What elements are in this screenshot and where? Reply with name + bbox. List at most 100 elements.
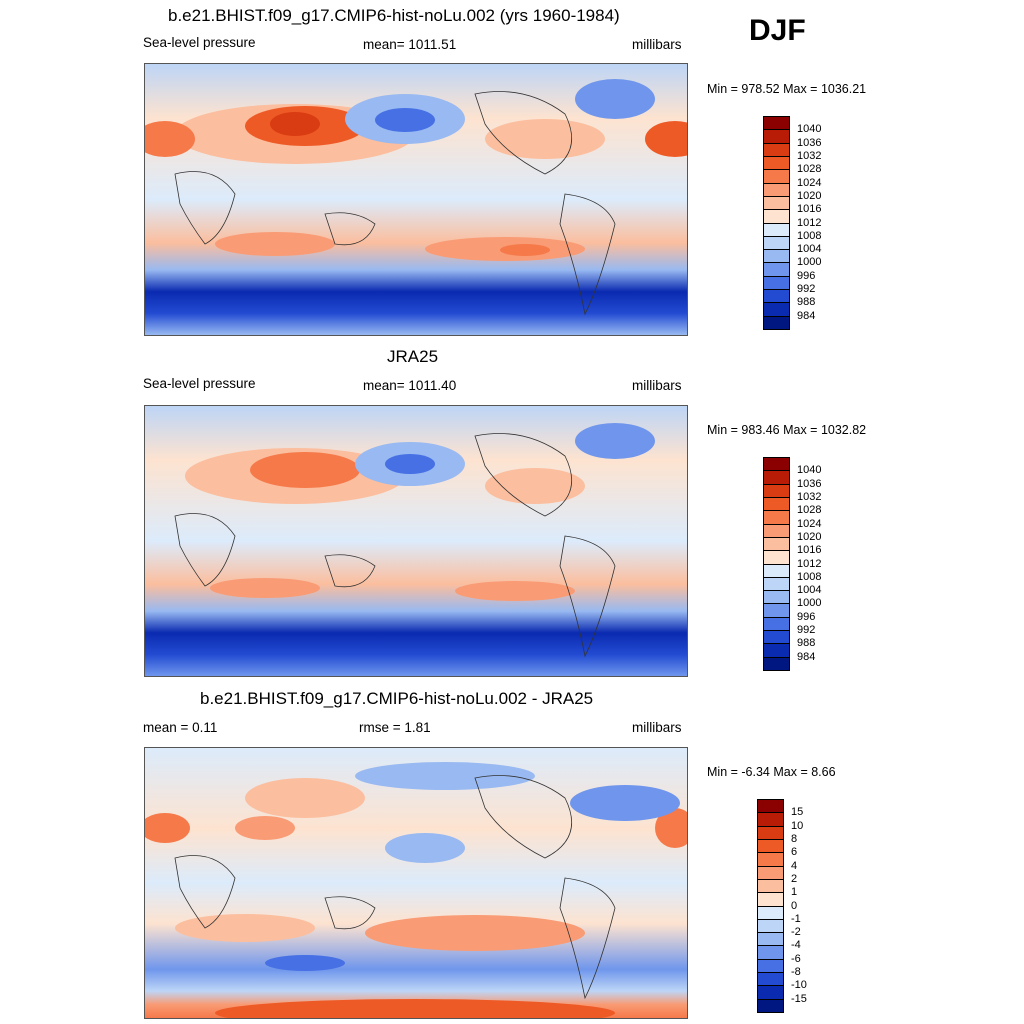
panel-1-variable-label: Sea-level pressure <box>143 35 256 50</box>
colorbar-tick-label: 1012 <box>797 557 822 570</box>
panel-2-map-field <box>145 406 687 676</box>
colorbar-tick-label: -15 <box>791 992 807 1005</box>
colorbar-tick-label: 1000 <box>797 597 822 610</box>
colorbar-box <box>757 985 784 1000</box>
panel-3-rmse-label: rmse = 1.81 <box>359 720 431 735</box>
colorbar-box <box>763 209 790 224</box>
colorbar-tick-label: 2 <box>791 872 798 885</box>
colorbar-tick-label: 1040 <box>797 464 822 477</box>
colorbar-box <box>763 630 790 645</box>
panel-3-minmax: Min = -6.34 Max = 8.66 <box>707 765 836 779</box>
colorbar-tick-label: 1032 <box>797 149 822 162</box>
panel-3-map <box>144 747 688 1019</box>
colorbar-tick-label: -4 <box>791 939 801 952</box>
panel-3-mean-label: mean = 0.11 <box>143 720 218 735</box>
panel-1-map-field <box>145 64 687 335</box>
colorbar-tick-label: 1036 <box>797 477 822 490</box>
panel-3-title: b.e21.BHIST.f09_g17.CMIP6-hist-noLu.002 … <box>200 689 594 708</box>
colorbar-tick-label: 10 <box>791 819 804 832</box>
colorbar-box <box>763 523 790 538</box>
colorbar-box <box>757 905 784 920</box>
panel-1-colorbar: 1040 1036 1032 1028 1024 1020 1016 1012 1008 1004… <box>763 116 843 330</box>
colorbar-box <box>763 169 790 184</box>
colorbar-tick-label: -6 <box>791 952 801 965</box>
panel-1-mean-label: mean= 1011.51 <box>363 37 457 52</box>
colorbar-box <box>757 958 784 974</box>
panel-1-map <box>144 63 688 336</box>
colorbar-box <box>763 235 790 251</box>
colorbar-box <box>763 457 790 472</box>
colorbar-tick-label: 992 <box>797 283 816 296</box>
colorbar-box <box>757 825 784 840</box>
colorbar-tick-label: 8 <box>791 832 798 845</box>
colorbar-box <box>763 616 790 632</box>
colorbar-box <box>757 852 784 867</box>
panel-1-title: b.e21.BHIST.f09_g17.CMIP6-hist-noLu.002 … <box>168 6 620 25</box>
colorbar-tick-label: 1028 <box>797 163 822 176</box>
colorbar-box <box>763 289 790 304</box>
colorbar-tick-label: 6 <box>791 846 798 859</box>
colorbar-tick-label: 1008 <box>797 229 822 242</box>
colorbar-tick-label: 1 <box>791 886 798 899</box>
colorbar-box <box>757 812 784 827</box>
colorbar-box <box>757 998 784 1013</box>
colorbar-box <box>763 116 790 131</box>
colorbar-tick-label: -2 <box>791 926 801 939</box>
colorbar-tick-label: 992 <box>797 624 816 637</box>
colorbar-box <box>757 865 784 880</box>
colorbar-box <box>757 878 784 894</box>
colorbar-box <box>763 576 790 592</box>
colorbar-tick-label: 15 <box>791 806 804 819</box>
colorbar-tick-label: 0 <box>791 899 798 912</box>
colorbar-tick-label: -8 <box>791 966 801 979</box>
colorbar-box <box>763 249 790 264</box>
panel-3-colorbar: 15 10 8 6 4 2 1 0 -1 -2 -4 -6 -8 -10 -15 <box>757 799 837 1013</box>
colorbar-tick-label: 1004 <box>797 584 822 597</box>
colorbar-tick-label: 1004 <box>797 243 822 256</box>
colorbar-tick-label: 996 <box>797 269 816 282</box>
colorbar-box <box>757 838 784 854</box>
panel-3-map-field <box>145 748 687 1018</box>
panel-3-units-label: millibars <box>632 720 682 735</box>
colorbar-tick-label: 1024 <box>797 176 822 189</box>
colorbar-box <box>763 142 790 157</box>
colorbar-box <box>763 302 790 317</box>
colorbar-box <box>757 932 784 947</box>
colorbar-tick-label: 1024 <box>797 517 822 530</box>
panel-2-units-label: millibars <box>632 378 682 393</box>
colorbar-tick-label: 1032 <box>797 490 822 503</box>
colorbar-box <box>763 315 790 330</box>
colorbar-box <box>757 799 784 814</box>
colorbar-tick-label: 1036 <box>797 136 822 149</box>
colorbar-box <box>763 656 790 671</box>
panel-2-minmax: Min = 983.46 Max = 1032.82 <box>707 423 867 437</box>
panel-2-mean-label: mean= 1011.40 <box>363 378 457 393</box>
colorbar-tick-label: 984 <box>797 650 816 663</box>
colorbar-tick-label: -10 <box>791 979 807 992</box>
colorbar-box <box>763 129 790 144</box>
panel-2-variable-label: Sea-level pressure <box>143 376 256 391</box>
colorbar-box <box>763 195 790 211</box>
colorbar-tick-label: 1008 <box>797 570 822 583</box>
colorbar-box <box>763 262 790 277</box>
colorbar-box <box>763 155 790 171</box>
colorbar-tick-label: -1 <box>791 912 801 925</box>
colorbar-tick-label: 996 <box>797 610 816 623</box>
panel-2-map <box>144 405 688 677</box>
colorbar-box <box>763 603 790 618</box>
colorbar-box <box>763 510 790 525</box>
colorbar-tick-label: 1016 <box>797 544 822 557</box>
colorbar-tick-label: 988 <box>797 296 816 309</box>
colorbar-tick-label: 1000 <box>797 256 822 269</box>
colorbar-box <box>757 972 784 987</box>
colorbar-box <box>763 483 790 498</box>
colorbar-tick-label: 1012 <box>797 216 822 229</box>
colorbar-tick-label: 1020 <box>797 189 822 202</box>
colorbar-box <box>763 470 790 485</box>
colorbar-tick-label: 1040 <box>797 123 822 136</box>
colorbar-tick-label: 988 <box>797 637 816 650</box>
colorbar-box <box>763 643 790 658</box>
colorbar-box <box>757 918 784 934</box>
colorbar-tick-label: 4 <box>791 859 798 872</box>
colorbar-box <box>763 182 790 197</box>
